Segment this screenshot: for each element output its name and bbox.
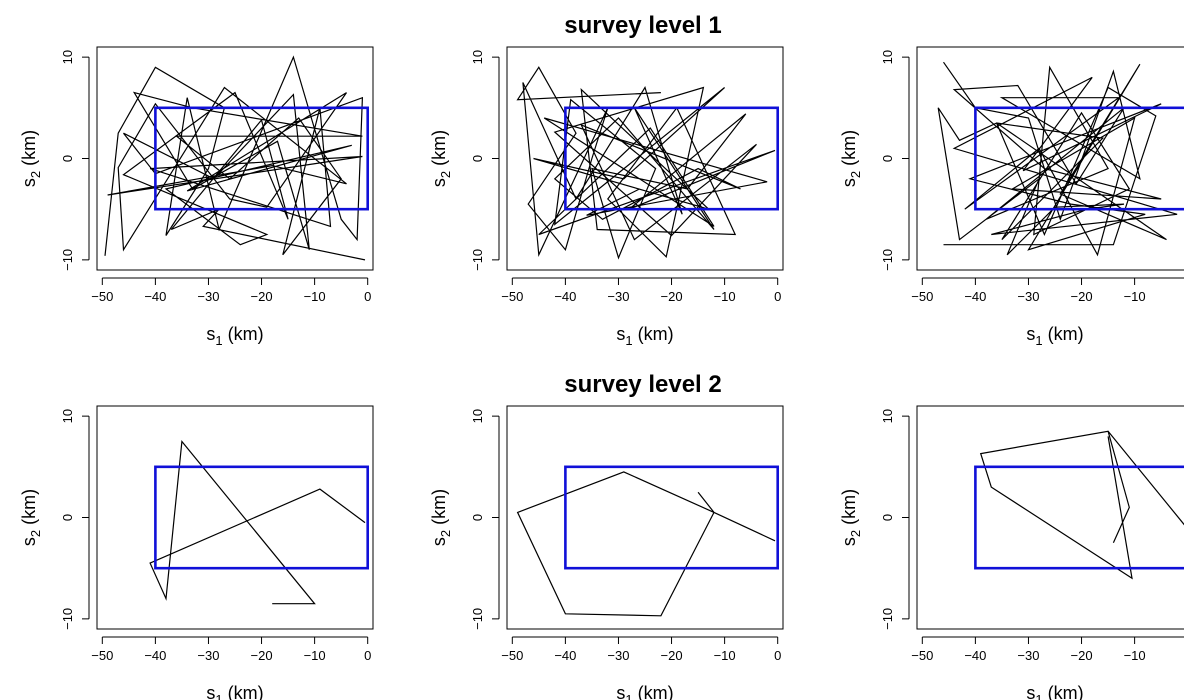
y-tick-label: 10 bbox=[470, 409, 485, 423]
survey-region-box bbox=[564, 106, 779, 211]
y-tick-label: 0 bbox=[60, 155, 75, 162]
panel-frame bbox=[506, 46, 784, 271]
y-axis-title: s2 (km) bbox=[19, 130, 43, 187]
x-tick-label: −20 bbox=[661, 648, 683, 663]
track-line bbox=[979, 430, 1184, 580]
x-axis-title: s1 (km) bbox=[206, 324, 263, 348]
panel-frame bbox=[96, 46, 374, 271]
x-tick-label: −30 bbox=[607, 289, 629, 304]
x-tick-label: −20 bbox=[251, 648, 273, 663]
x-tick-label: −40 bbox=[964, 289, 986, 304]
panel-level2-col2: −50 −40 −30 −20 −10 0 −10 0 10 s1 (km) s2 (km) bbox=[429, 405, 784, 700]
panel-frame bbox=[96, 405, 374, 630]
survey-region-box bbox=[154, 465, 369, 570]
y-tick-label: 0 bbox=[470, 155, 485, 162]
panel-level2-col1: −50 −40 −30 −20 −10 0 −10 0 10 s1 (km) s2 (km) bbox=[19, 405, 374, 700]
x-tick-label: −10 bbox=[304, 289, 326, 304]
x-tick-label: −20 bbox=[661, 289, 683, 304]
y-tick-label: −10 bbox=[60, 249, 75, 271]
x-tick-label: −30 bbox=[1017, 289, 1039, 304]
track-line bbox=[149, 440, 366, 605]
x-tick-label: −30 bbox=[607, 648, 629, 663]
title-survey-level-2: survey level 2 bbox=[564, 371, 721, 398]
y-tick-label: −10 bbox=[470, 249, 485, 271]
x-tick-label: 0 bbox=[364, 289, 371, 304]
track-line bbox=[937, 61, 1178, 257]
survey-region-box bbox=[974, 465, 1184, 570]
track-line bbox=[516, 66, 776, 260]
survey-region-box bbox=[974, 106, 1184, 211]
x-tick-label: −20 bbox=[1071, 648, 1093, 663]
x-tick-label: −40 bbox=[554, 648, 576, 663]
y-tick-label: 0 bbox=[880, 155, 895, 162]
y-tick-label: −10 bbox=[880, 608, 895, 630]
y-tick-label: 10 bbox=[880, 50, 895, 64]
y-tick-label: 10 bbox=[60, 409, 75, 423]
track-line bbox=[104, 55, 366, 261]
x-tick-label: 0 bbox=[774, 289, 781, 304]
panel-frame bbox=[916, 405, 1184, 630]
panel-level1-col1: −50 −40 −30 −20 −10 0 −10 0 10 s1 (km) s2 (km) bbox=[19, 46, 374, 348]
title-survey-level-1: survey level 1 bbox=[564, 12, 721, 39]
y-axis-title: s2 (km) bbox=[429, 489, 453, 546]
x-axis-title: s1 (km) bbox=[616, 324, 673, 348]
x-tick-label: −40 bbox=[144, 648, 166, 663]
y-tick-label: 0 bbox=[470, 514, 485, 521]
x-axis-title: s1 (km) bbox=[1026, 683, 1083, 700]
panel-level1-col2: −50 −40 −30 −20 −10 0 −10 0 10 s1 (km) s2 (km) bbox=[429, 46, 784, 348]
x-tick-label: −30 bbox=[197, 648, 219, 663]
x-tick-label: 0 bbox=[774, 648, 781, 663]
y-axis-title: s2 (km) bbox=[839, 489, 863, 546]
x-tick-label: −20 bbox=[1071, 289, 1093, 304]
y-axis-title: s2 (km) bbox=[19, 489, 43, 546]
x-tick-label: −20 bbox=[251, 289, 273, 304]
y-tick-label: −10 bbox=[60, 608, 75, 630]
y-tick-label: −10 bbox=[470, 608, 485, 630]
x-tick-label: −50 bbox=[501, 289, 523, 304]
y-tick-label: 10 bbox=[470, 50, 485, 64]
x-axis-title: s1 (km) bbox=[1026, 324, 1083, 348]
x-tick-label: −10 bbox=[304, 648, 326, 663]
x-tick-label: −50 bbox=[91, 648, 113, 663]
survey-region-box bbox=[564, 465, 779, 570]
x-tick-label: −50 bbox=[911, 648, 933, 663]
panel-frame bbox=[506, 405, 784, 630]
y-tick-label: 10 bbox=[880, 409, 895, 423]
x-tick-label: −10 bbox=[1124, 289, 1146, 304]
x-tick-label: −30 bbox=[197, 289, 219, 304]
x-tick-label: −40 bbox=[144, 289, 166, 304]
x-tick-label: −50 bbox=[911, 289, 933, 304]
x-axis-title: s1 (km) bbox=[206, 683, 263, 700]
x-tick-label: −10 bbox=[1124, 648, 1146, 663]
x-tick-label: 0 bbox=[364, 648, 371, 663]
y-tick-label: −10 bbox=[880, 249, 895, 271]
y-axis-title: s2 (km) bbox=[839, 130, 863, 187]
x-tick-label: −50 bbox=[91, 289, 113, 304]
x-tick-label: −30 bbox=[1017, 648, 1039, 663]
x-tick-label: −50 bbox=[501, 648, 523, 663]
y-tick-label: 0 bbox=[880, 514, 895, 521]
y-tick-label: 0 bbox=[60, 514, 75, 521]
y-tick-label: 10 bbox=[60, 50, 75, 64]
x-tick-label: −40 bbox=[964, 648, 986, 663]
x-tick-label: −40 bbox=[554, 289, 576, 304]
x-tick-label: −10 bbox=[714, 648, 736, 663]
survey-region-box bbox=[154, 106, 369, 211]
y-axis-title: s2 (km) bbox=[429, 130, 453, 187]
x-axis-title: s1 (km) bbox=[616, 683, 673, 700]
x-tick-label: −10 bbox=[714, 289, 736, 304]
panel-frame bbox=[916, 46, 1184, 271]
track-line bbox=[516, 471, 776, 617]
